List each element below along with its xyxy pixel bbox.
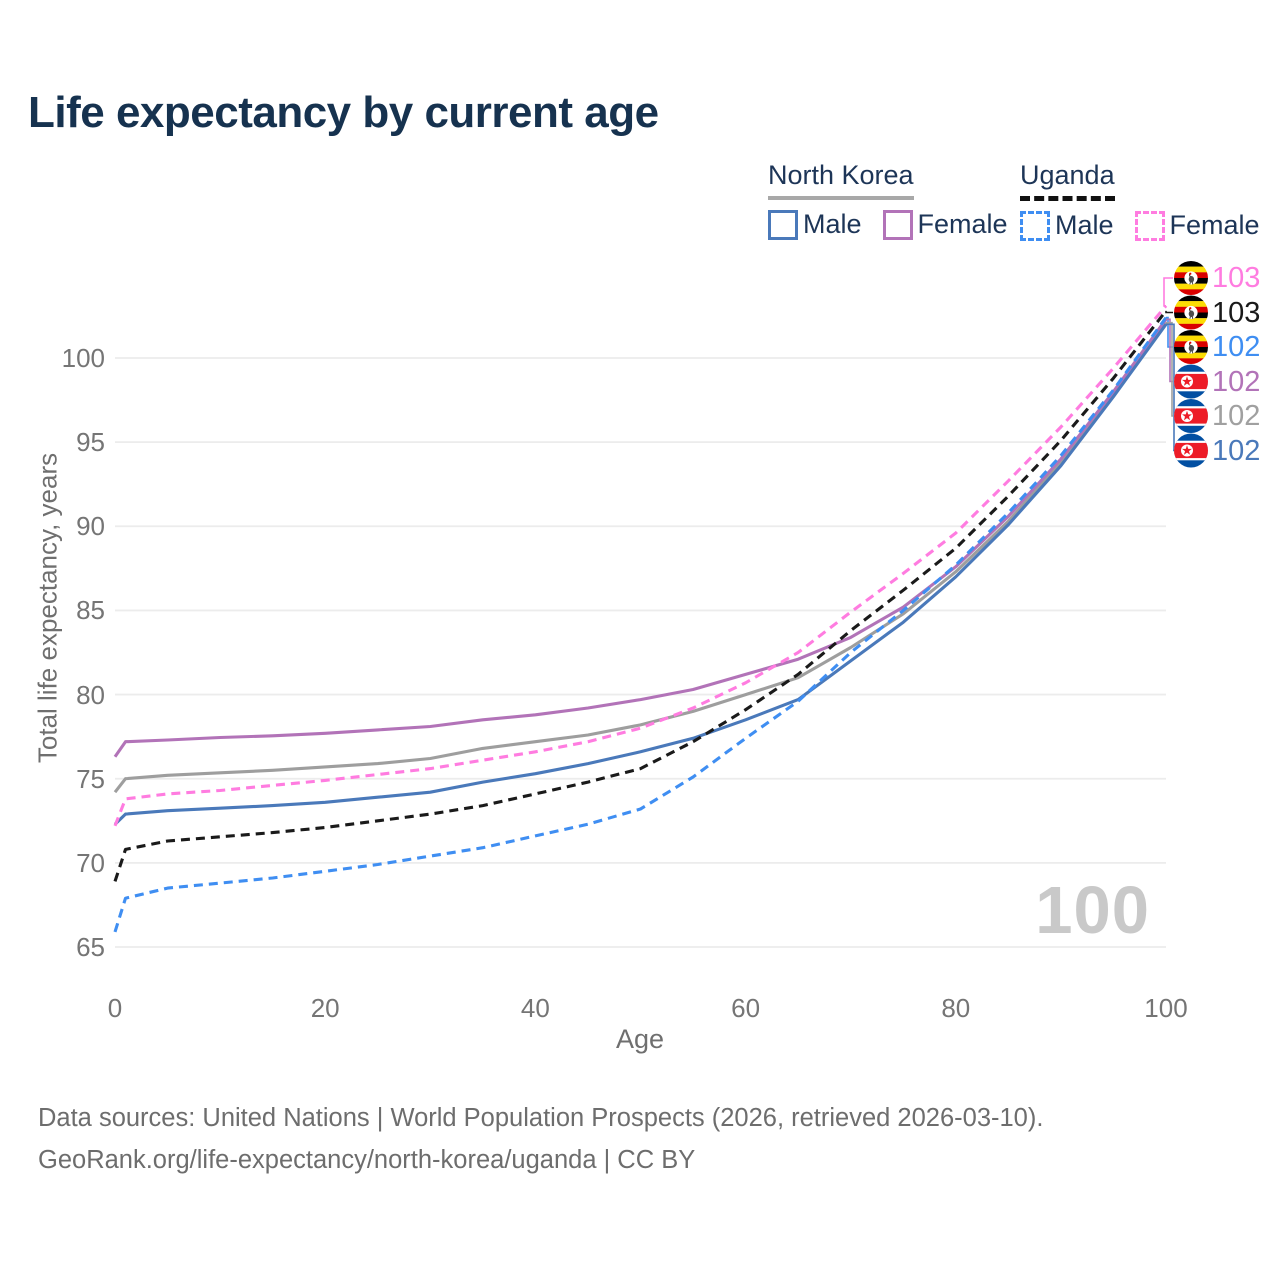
end-value-label-north-korea: 102 [1212,400,1261,432]
y-tick-label: 95 [76,427,105,458]
series-lines [113,304,1168,933]
legend-group-north-korea: North Korea Male Female [768,160,1029,240]
data-source-text: Data sources: United Nations | World Pop… [38,1104,1044,1132]
leader-line-uganda-female [1163,277,1173,307]
legend-label-uganda-male: Male [1055,210,1114,240]
x-tick-label: 20 [310,993,340,1023]
series-line-north-korea-female [113,318,1168,758]
x-tick-label: 60 [731,993,761,1023]
legend-country-north-korea: North Korea [768,160,914,200]
x-tick-label: 0 [107,993,123,1023]
x-tick-label: 40 [520,993,550,1023]
legend-label-uganda-female: Female [1169,210,1260,240]
end-value-label-north-korea-male: 102 [1212,434,1261,467]
y-tick-label: 70 [76,847,105,878]
legend-item-north-korea-female[interactable]: Female [882,209,1008,240]
leader-lines [1163,277,1175,452]
leader-line-north-korea-male [1166,323,1175,452]
north-korea-flag-icon [1174,434,1208,468]
legend-swatch-north-korea-female [882,209,913,240]
north-korea-flag-icon [1174,399,1208,433]
series-line-north-korea-male [113,323,1168,826]
y-tick-label: 80 [76,679,105,710]
leader-line-uganda [1165,310,1173,314]
uganda-flag-icon [1174,261,1208,295]
page-title: Life expectancy by current age [28,88,659,137]
end-value-label-uganda-female: 103 [1212,262,1261,294]
leader-line-north-korea [1166,321,1173,417]
y-tick-label: 85 [76,595,105,626]
y-tick-label: 90 [76,511,105,542]
legend-swatch-uganda-male [1020,210,1050,241]
x-axis-title: Age [615,1024,665,1054]
series-line-uganda [113,309,1168,882]
uganda-flag-icon [1174,330,1208,364]
end-value-label-uganda: 103 [1212,296,1261,329]
series-line-north-korea [113,321,1168,794]
uganda-flag-icon [1174,296,1208,330]
footer: Data sources: United Nations | World Pop… [38,1097,1043,1181]
flag-icons [1174,261,1208,468]
y-tick-label: 65 [76,932,105,962]
x-tick-label: 80 [941,993,971,1023]
legend-group-uganda: Uganda Male Female [1020,160,1280,241]
legend-label-north-korea-male: Male [803,209,862,239]
legend-country-uganda: Uganda [1020,160,1115,201]
gridlines [115,357,1166,948]
legend-label-north-korea-female: Female [917,209,1008,239]
y-tick-label: 75 [76,763,105,794]
series-line-uganda-female [113,304,1168,827]
legend-item-uganda-female[interactable]: Female [1134,210,1260,241]
north-korea-flag-icon [1174,365,1208,399]
age-counter-watermark: 100 [1035,873,1150,948]
end-value-label-north-korea-female: 102 [1212,365,1261,398]
legend-swatch-uganda-female [1134,210,1165,241]
legend-item-north-korea-male[interactable]: Male [768,209,862,240]
georank-url-link[interactable]: GeoRank.org/life-expectancy/north-korea/… [38,1146,696,1174]
legend-swatch-north-korea-male [768,209,798,240]
series-line-uganda-male [113,316,1168,933]
y-tick-label: 100 [61,343,105,373]
legend-item-uganda-male[interactable]: Male [1020,210,1114,241]
x-tick-label: 100 [1144,993,1188,1023]
end-value-label-uganda-male: 102 [1212,331,1261,363]
